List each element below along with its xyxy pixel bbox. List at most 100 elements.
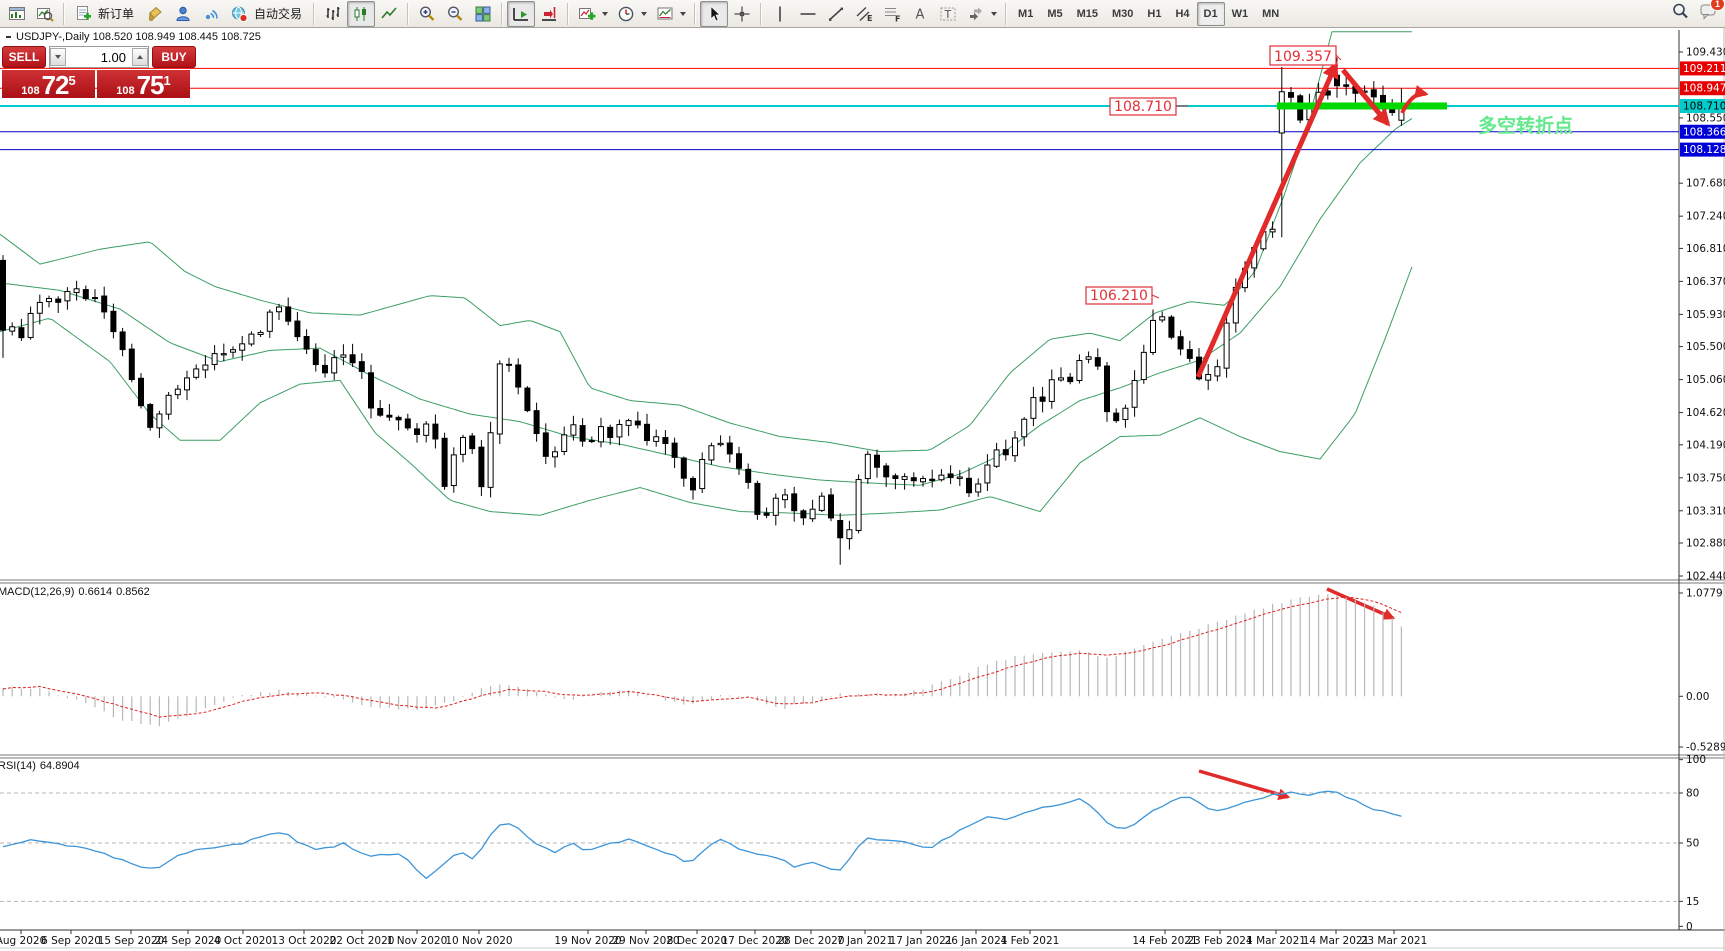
indicators-dropdown-arrow-icon[interactable] bbox=[602, 11, 609, 16]
tf-button-M30[interactable]: M30 bbox=[1112, 7, 1134, 20]
candle-body bbox=[892, 475, 899, 480]
trend-arrow-2[interactable] bbox=[1341, 68, 1391, 127]
candle-body bbox=[855, 479, 862, 531]
candle-body bbox=[9, 326, 16, 332]
equidistant-channel-icon: E bbox=[856, 6, 873, 23]
candle-body bbox=[395, 416, 402, 421]
analysis-note-text[interactable]: 多空转折点 bbox=[1478, 114, 1573, 137]
sell-button[interactable]: SELL bbox=[2, 46, 46, 68]
new-order-label[interactable]: 新订单 bbox=[98, 7, 135, 21]
tf-button-H4[interactable]: H4 bbox=[1175, 7, 1190, 20]
text-button[interactable]: A bbox=[906, 1, 934, 27]
date-label: 1 Nov 2020 bbox=[387, 935, 448, 947]
trend-arrow-4[interactable] bbox=[1326, 587, 1396, 620]
buy-price[interactable]: 108 75 1 bbox=[97, 70, 190, 98]
candle-body bbox=[726, 442, 733, 455]
buy-button[interactable]: BUY bbox=[152, 46, 196, 68]
tf-button-M5[interactable]: M5 bbox=[1047, 7, 1063, 20]
tf-button-D1[interactable]: D1 bbox=[1196, 1, 1225, 26]
horizontal-line-button[interactable] bbox=[794, 1, 822, 27]
equidistant-channel-button[interactable]: E bbox=[850, 1, 878, 27]
trend-arrows bbox=[1195, 60, 1429, 801]
indicators-button[interactable] bbox=[573, 1, 601, 27]
tick-chart-button[interactable] bbox=[31, 1, 59, 27]
support-zone-bar[interactable] bbox=[1277, 102, 1447, 110]
rsi-line bbox=[2, 790, 1402, 880]
zoom-in-button[interactable] bbox=[413, 1, 441, 27]
candle-body bbox=[101, 295, 108, 313]
periods-dropdown-arrow-icon[interactable] bbox=[641, 11, 648, 16]
styles-button[interactable] bbox=[141, 1, 169, 27]
zoom-out-button[interactable] bbox=[441, 1, 469, 27]
candle-body bbox=[73, 288, 80, 294]
chat-button[interactable]: 1 bbox=[1699, 0, 1725, 25]
tf-button-M1[interactable]: M1 bbox=[1018, 7, 1034, 20]
candle-body bbox=[708, 445, 715, 461]
candle-body bbox=[1113, 412, 1120, 422]
chart-shift-button[interactable] bbox=[535, 1, 563, 27]
volume-decrease-button[interactable] bbox=[50, 48, 66, 66]
bollinger-lower-band bbox=[0, 266, 1413, 516]
date-label: 19 Nov 2020 bbox=[554, 935, 621, 947]
tf-button-MN[interactable]: MN bbox=[1262, 7, 1280, 20]
vertical-line-button[interactable] bbox=[766, 1, 794, 27]
arrows-dropdown-arrow-icon[interactable] bbox=[991, 11, 998, 16]
date-label: 28 Dec 2020 bbox=[777, 935, 844, 947]
templates-button[interactable] bbox=[651, 1, 679, 27]
auto-scroll-button[interactable] bbox=[507, 0, 536, 27]
sell-price[interactable]: 108 72 5 bbox=[2, 70, 95, 98]
auto-trading-label[interactable]: 自动交易 bbox=[254, 7, 303, 21]
annotation-label-109.357[interactable]: 109.357 bbox=[1269, 45, 1342, 66]
search-button[interactable] bbox=[1671, 2, 1689, 25]
candle-body bbox=[561, 434, 568, 453]
candle-body bbox=[92, 297, 98, 300]
macd-axis[interactable]: 1.0779 0.00 -0.5289 bbox=[1679, 587, 1725, 753]
candlestick-chart-button[interactable] bbox=[347, 0, 376, 27]
candle-body bbox=[82, 289, 89, 300]
periods-button[interactable] bbox=[612, 1, 640, 27]
candle-body bbox=[211, 353, 218, 365]
curved-arrow[interactable] bbox=[1400, 85, 1429, 114]
fibonacci-button[interactable]: F bbox=[878, 1, 906, 27]
tf-button-H1[interactable]: H1 bbox=[1147, 7, 1162, 20]
trend-arrow-1[interactable] bbox=[1195, 60, 1339, 379]
price-axis[interactable]: 109.430 108.550 107.680 107.240 106.810 106.3… bbox=[1679, 47, 1725, 583]
price-badge-108.128 bbox=[1680, 142, 1725, 157]
profile-icon bbox=[176, 6, 190, 21]
text-label-button[interactable]: T bbox=[934, 1, 962, 27]
trend-line-button[interactable] bbox=[822, 1, 850, 27]
svg-text:106.370: 106.370 bbox=[1686, 276, 1725, 288]
candle-body bbox=[184, 377, 190, 391]
crosshair-button[interactable] bbox=[728, 1, 756, 27]
candle-body bbox=[404, 418, 411, 429]
volume-increase-button[interactable] bbox=[132, 48, 148, 66]
chart-window-button[interactable] bbox=[3, 1, 31, 27]
rsi-axis[interactable]: 100 80 50 15 0 bbox=[1679, 754, 1706, 933]
bar-chart-button[interactable] bbox=[319, 1, 347, 27]
templates-dropdown-arrow-icon[interactable] bbox=[680, 11, 687, 16]
profile-button[interactable] bbox=[169, 1, 197, 27]
auto-trading-button[interactable] bbox=[225, 1, 253, 27]
candle-body bbox=[64, 290, 71, 302]
chart-area[interactable]: 109.357 108.710 106.210 多空转折点 109.430 108.550… bbox=[0, 28, 1725, 951]
candle-body bbox=[966, 477, 972, 494]
tf-button-M15[interactable]: M15 bbox=[1076, 7, 1098, 20]
tile-windows-button[interactable] bbox=[469, 1, 497, 27]
candle-body bbox=[257, 331, 264, 335]
candle-body bbox=[588, 440, 595, 443]
volume-input[interactable] bbox=[66, 48, 132, 66]
toolbar-separator bbox=[567, 2, 570, 25]
bollinger-upper-band bbox=[0, 31, 1412, 453]
tf-button-W1[interactable]: W1 bbox=[1231, 7, 1249, 20]
arrows-button[interactable] bbox=[962, 1, 990, 27]
annotation-label-108.710[interactable]: 108.710 bbox=[1109, 97, 1188, 116]
annotation-label-106.210[interactable]: 106.210 bbox=[1085, 286, 1160, 305]
trend-arrow-5[interactable] bbox=[1198, 769, 1291, 801]
new-order-button[interactable] bbox=[69, 1, 97, 27]
signal-button[interactable] bbox=[197, 1, 225, 27]
line-chart-button[interactable] bbox=[375, 1, 403, 27]
candle-body bbox=[1067, 376, 1074, 383]
sell-price-point: 5 bbox=[68, 73, 76, 88]
cursor-button[interactable] bbox=[700, 0, 729, 27]
